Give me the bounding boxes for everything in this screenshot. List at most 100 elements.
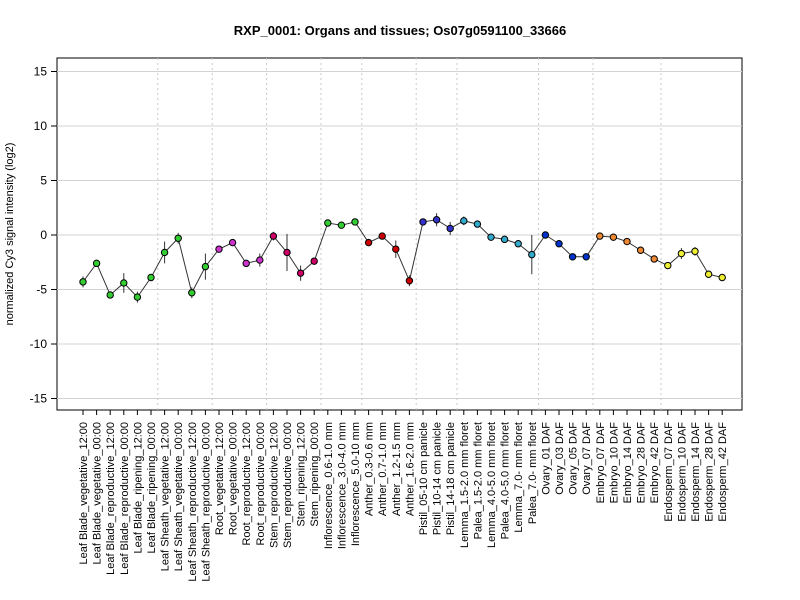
data-point [228,238,237,247]
x-tick-label: Ovary_01 DAF [540,422,552,495]
data-point [446,224,454,233]
data-point [432,216,441,224]
data-point [120,279,128,287]
x-tick-label: Ovary_03 DAF [554,422,566,495]
data-point [147,273,155,282]
data-point [160,248,169,257]
data-point [677,249,686,258]
x-tick-label: Anther_0.3-0.6 mm [364,422,376,516]
data-point [528,250,536,259]
plot-frame [56,57,743,411]
data-point [188,289,196,297]
data-point [460,217,468,225]
y-tick-label: 5 [40,174,47,188]
x-tick-label: Endosperm_07 DAF [663,422,675,522]
data-point [324,219,332,227]
data-point [609,233,618,241]
y-tick-label: -10 [30,337,48,351]
x-tick-label: Leaf Blade_vegetative_12:00 [78,422,90,565]
data-point [555,240,563,248]
x-tick-label: Leaf Sheath_reproductive_12:00 [187,422,199,582]
x-tick-label: Leaf Blade_vegetative_00:00 [92,422,104,565]
x-tick-label: Stem_reproductive_12:00 [268,422,280,548]
data-point [636,246,645,254]
x-tick-label: Stem_ripening_12:00 [296,422,308,527]
x-tick-label: Stem_ripening_00:00 [309,422,321,527]
x-tick-label: Palea_1.5-2.0 mm floret [472,422,484,539]
data-point [79,278,87,286]
series-line [82,219,723,298]
x-tick-label: Leaf Sheath_vegetative_00:00 [173,422,185,571]
x-tick-label: Root_vegetative_00:00 [228,422,240,535]
x-tick-label: Anther_0.7-1.0 mm [377,422,389,516]
data-point [487,233,495,241]
data-point [337,221,346,229]
x-tick-label: Leaf Blade_reproductive_00:00 [119,422,131,575]
x-tick-label: Lemma_1.5-2.0 mm floret [459,422,471,548]
data-point [514,240,522,248]
y-tick-label: 10 [34,119,48,133]
x-tick-label: Anther_1.6-2.0 mm [404,422,416,516]
x-tick-label: Embryo_07 DAF [595,422,607,504]
x-tick-label: Lemma_4.0-5.0 mm floret [486,422,498,548]
x-tick-label: Leaf Sheath_reproductive_00:00 [200,422,212,582]
x-tick-label: Root_vegetative_12:00 [214,422,226,535]
data-point [378,232,386,240]
data-point [351,218,359,226]
y-axis-label: normalized Cy3 signal intensity (log2) [4,143,16,326]
data-point [568,253,577,261]
x-tick-label: Root_reproductive_12:00 [241,422,253,546]
data-point [691,247,699,256]
data-point [201,262,210,271]
y-tick-label: -15 [30,392,48,406]
y-tick-label: 15 [34,65,48,79]
data-point [650,255,658,263]
data-point [718,273,726,282]
data-point [269,232,278,240]
data-point [106,291,114,299]
data-point [92,259,101,268]
vertical-separators [157,58,662,410]
x-tick-label: Inflorescence_0.6-1.0 mm [323,422,335,549]
x-tick-label: Embryo_10 DAF [608,422,620,504]
x-tick-label: Ovary_05 DAF [568,422,580,495]
x-tick-label: Endosperm_14 DAF [690,422,702,522]
data-point [283,248,291,257]
data-point [215,245,223,253]
data-point [133,293,142,301]
x-axis: Leaf Blade_vegetative_12:00 Leaf Blade_ve… [78,410,729,582]
x-tick-label: Inflorescence_5.0-10 mm [350,422,362,546]
x-tick-label: Pistil_10-14 cm panicle [432,422,444,535]
x-tick-label: Leaf Blade_ripening_00:00 [146,422,158,554]
data-point [419,218,427,226]
data-point [473,220,482,228]
x-tick-label: Pistil_05-10 cm panicle [418,422,430,535]
data-point [364,238,373,247]
x-tick-label: Ovary_07 DAF [581,422,593,495]
series [79,213,726,303]
data-point [296,269,305,277]
x-tick-label: Endosperm_28 DAF [704,422,716,522]
x-tick-label: Endosperm_42 DAF [717,422,729,522]
x-tick-label: Lemma_7.0- mm floret [513,422,525,533]
data-point [174,234,182,242]
x-tick-label: Embryo_42 DAF [649,422,661,504]
x-tick-label: Leaf Sheath_vegetative_12:00 [160,422,172,571]
data-point [405,277,414,285]
x-tick-label: Embryo_14 DAF [622,422,634,504]
x-tick-label: Leaf Blade_ripening_12:00 [132,422,144,554]
y-tick-label: -5 [36,283,47,297]
data-point [664,261,672,270]
x-tick-label: Palea_4.0-5.0 mm floret [500,422,512,539]
data-point [242,259,250,268]
x-tick-label: Palea_7.0- mm floret [527,422,539,524]
x-tick-label: Inflorescence_3.0-4.0 mm [336,422,348,549]
data-point [392,245,400,253]
y-axis: -15 -10 -5 0 5 10 15 [30,65,57,406]
data-point [310,257,318,265]
data-point [256,256,264,264]
y-tick-label: 0 [40,228,47,242]
data-point [500,235,509,244]
x-tick-label: Endosperm_10 DAF [676,422,688,522]
